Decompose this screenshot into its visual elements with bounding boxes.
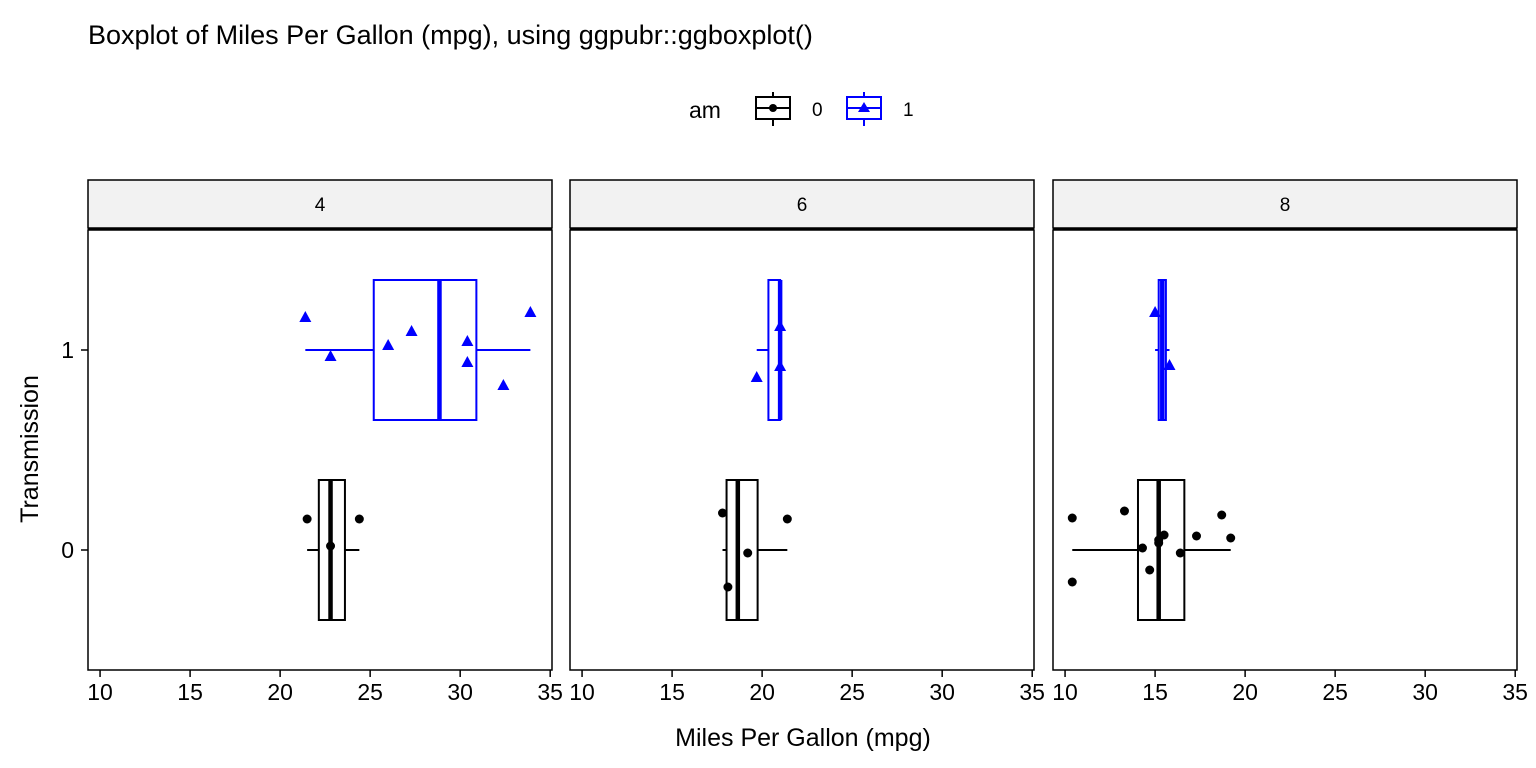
data-point bbox=[524, 306, 537, 317]
x-tick-label: 25 bbox=[1322, 679, 1348, 705]
x-tick-label: 25 bbox=[839, 679, 865, 705]
data-point bbox=[1159, 530, 1169, 540]
box-am-1 bbox=[299, 279, 537, 421]
x-tick-label: 10 bbox=[87, 679, 113, 705]
data-point bbox=[326, 541, 336, 551]
data-point bbox=[354, 514, 364, 524]
panel-border bbox=[1052, 229, 1518, 671]
x-tick-label: 20 bbox=[1232, 679, 1258, 705]
data-point bbox=[324, 350, 337, 361]
data-point bbox=[723, 582, 733, 592]
x-tick-label: 35 bbox=[1502, 679, 1528, 705]
facet-strip bbox=[1052, 179, 1518, 229]
x-tick-label: 20 bbox=[749, 679, 775, 705]
data-point bbox=[774, 320, 787, 331]
facet-strip bbox=[569, 179, 1035, 229]
y-tick-label: 0 bbox=[61, 537, 74, 563]
x-tick-label: 15 bbox=[659, 679, 685, 705]
facet-strip-label: 8 bbox=[1280, 195, 1291, 216]
x-tick-label: 25 bbox=[357, 679, 383, 705]
data-point bbox=[1067, 577, 1077, 587]
data-point bbox=[1217, 510, 1227, 520]
box-am-1 bbox=[1149, 279, 1176, 421]
data-point bbox=[1175, 548, 1185, 558]
legend-label-1: 1 bbox=[903, 100, 914, 121]
data-point bbox=[1149, 306, 1162, 317]
x-axis-label: Miles Per Gallon (mpg) bbox=[675, 724, 931, 752]
x-tick-label: 35 bbox=[1019, 679, 1045, 705]
data-point bbox=[461, 356, 474, 367]
panel-border bbox=[569, 229, 1035, 671]
legend-title: am bbox=[689, 97, 721, 123]
data-point bbox=[405, 325, 418, 336]
facet-panel-6: 6 10 15 20 25 30 35 bbox=[569, 179, 1045, 705]
x-tick-label: 10 bbox=[1052, 679, 1078, 705]
data-point bbox=[1192, 531, 1202, 541]
y-tick-label: 1 bbox=[61, 337, 74, 363]
box-am-1 bbox=[750, 279, 787, 421]
box-am-0 bbox=[1067, 479, 1236, 621]
x-tick-label: 10 bbox=[569, 679, 595, 705]
data-point bbox=[1137, 543, 1147, 553]
legend: am 0 1 bbox=[689, 92, 914, 126]
panel-border bbox=[87, 229, 553, 671]
y-axis-label: Transmission bbox=[16, 375, 44, 523]
data-point bbox=[1163, 359, 1176, 370]
data-point bbox=[1067, 513, 1077, 523]
x-tick-label: 15 bbox=[177, 679, 203, 705]
data-point bbox=[382, 339, 395, 350]
data-point bbox=[299, 311, 312, 322]
legend-key-point bbox=[858, 102, 870, 112]
data-point bbox=[497, 379, 510, 390]
facet-panel-8: 8 10 15 20 25 30 35 bbox=[1052, 179, 1528, 705]
legend-label-0: 0 bbox=[812, 100, 823, 121]
data-point bbox=[1145, 565, 1155, 575]
data-point bbox=[774, 360, 787, 371]
data-point bbox=[1119, 506, 1129, 516]
data-point bbox=[1226, 533, 1236, 543]
chart-title: Boxplot of Miles Per Gallon (mpg), using… bbox=[88, 20, 813, 50]
box-am-0 bbox=[302, 479, 364, 621]
facet-panel-4: 4 10 15 20 25 30 35 0 1 bbox=[61, 179, 563, 705]
data-point bbox=[782, 514, 792, 524]
x-tick-label: 30 bbox=[1412, 679, 1438, 705]
x-tick-label: 30 bbox=[447, 679, 473, 705]
x-tick-label: 30 bbox=[929, 679, 955, 705]
data-point bbox=[302, 514, 312, 524]
facet-strip-label: 6 bbox=[797, 195, 808, 216]
x-tick-label: 20 bbox=[267, 679, 293, 705]
data-point bbox=[743, 548, 753, 558]
facet-strip-label: 4 bbox=[315, 195, 326, 216]
box-am-0 bbox=[718, 479, 792, 621]
facet-strip bbox=[87, 179, 553, 229]
legend-key-point bbox=[769, 104, 777, 112]
x-tick-label: 35 bbox=[537, 679, 563, 705]
data-point bbox=[718, 508, 728, 518]
data-point bbox=[750, 371, 763, 382]
data-point bbox=[461, 335, 474, 346]
x-tick-label: 15 bbox=[1142, 679, 1168, 705]
box bbox=[725, 479, 759, 621]
